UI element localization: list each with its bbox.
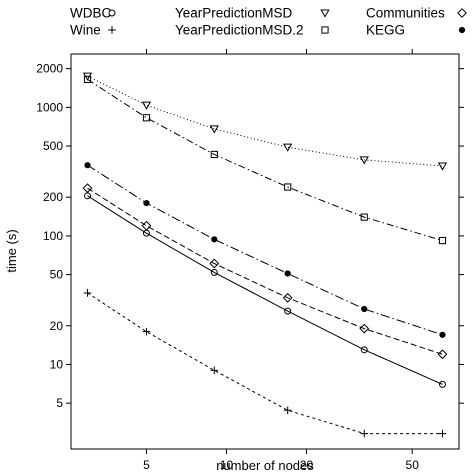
data-point-wine	[83, 289, 92, 297]
plot-frame	[70, 53, 460, 450]
data-point-yearpredictionmsd-2	[83, 75, 92, 83]
legend-marker-yearpredictionmsd-2	[321, 26, 329, 34]
data-point-wine	[210, 366, 219, 375]
x-axis-title: number of nodes	[216, 458, 314, 473]
legend-label: Wine	[70, 23, 101, 38]
legend-label: YearPredictionMSD	[175, 6, 293, 21]
data-point-wine	[360, 429, 369, 438]
data-point-communities	[209, 258, 220, 269]
data-point-wdbc	[360, 346, 368, 354]
y-tick-label: 10	[50, 357, 64, 371]
data-point-communities	[437, 349, 448, 360]
series-line-yearpredictionmsd-2	[87, 78, 443, 242]
data-point-communities	[82, 183, 93, 194]
data-point-yearpredictionmsd-2	[210, 150, 218, 159]
series-wine	[83, 289, 447, 438]
data-point-yearpredictionmsd	[141, 101, 152, 110]
data-point-kegg	[284, 270, 291, 277]
series-line-wdbc	[87, 195, 443, 385]
series-line-wine	[87, 292, 443, 435]
series-yearpredictionmsd-2	[83, 75, 447, 245]
x-tick-label: 20	[300, 458, 314, 472]
x-tick-label: 5	[143, 458, 150, 472]
data-point-kegg	[361, 305, 368, 313]
y-axis-title: time (s)	[4, 229, 19, 272]
data-point-yearpredictionmsd	[437, 162, 448, 171]
data-point-wdbc	[210, 268, 218, 276]
data-point-communities	[141, 220, 152, 231]
legend-item-kegg: KEGG	[366, 23, 466, 38]
data-point-yearpredictionmsd	[359, 156, 369, 165]
data-point-communities	[282, 292, 293, 303]
data-point-yearpredictionmsd-2	[284, 183, 292, 191]
legend-marker-wdbc	[108, 9, 116, 17]
legend: WDBC Wine YearPredictionMSD YearPredictionM…	[70, 6, 467, 38]
series-line-yearpredictionmsd	[87, 75, 443, 167]
x-tick-label: 50	[406, 458, 420, 472]
y-tick-label: 200	[43, 190, 63, 204]
y-tick-label: 20	[50, 319, 64, 333]
legend-item-yearpredictionmsd: YearPredictionMSD	[175, 6, 330, 21]
data-point-kegg	[439, 331, 446, 338]
legend-label: WDBC	[70, 6, 111, 21]
series-kegg	[84, 162, 446, 338]
y-tick-label: 50	[50, 268, 64, 282]
legend-marker-communities	[457, 8, 467, 18]
data-point-wdbc	[284, 307, 292, 315]
legend-item-wdbc: WDBC	[70, 6, 116, 21]
series-line-communities	[87, 187, 443, 355]
legend-label: Communities	[366, 6, 445, 21]
legend-label: KEGG	[366, 23, 405, 38]
series-communities	[82, 183, 448, 360]
y-axis: 5 10 20 50 100 200 500 1000 2000	[36, 62, 464, 410]
y-tick-label: 2000	[36, 62, 63, 76]
data-point-yearpredictionmsd-2	[142, 114, 151, 122]
data-point-kegg	[143, 199, 150, 207]
y-tick-label: 100	[43, 229, 63, 243]
legend-marker-kegg	[458, 26, 466, 34]
x-tick-label: 10	[220, 458, 234, 472]
data-point-wine	[438, 429, 447, 438]
legend-marker-yearpredictionmsd	[320, 9, 330, 18]
series-layer	[82, 72, 448, 438]
data-point-kegg	[211, 236, 218, 243]
series-line-kegg	[87, 164, 443, 336]
legend-item-wine: Wine	[70, 23, 116, 38]
data-point-communities	[359, 323, 370, 334]
x-axis: 5 10 20 50	[143, 49, 419, 472]
data-point-yearpredictionmsd-2	[360, 213, 368, 221]
y-tick-label: 1000	[36, 100, 63, 114]
data-point-kegg	[84, 162, 91, 169]
legend-item-yearpredictionmsd-2: YearPredictionMSD.2	[175, 23, 329, 38]
legend-marker-wine	[108, 26, 116, 34]
data-point-yearpredictionmsd	[283, 143, 293, 152]
data-point-yearpredictionmsd	[209, 125, 219, 134]
y-tick-label: 500	[43, 139, 63, 153]
data-point-wine	[283, 406, 292, 415]
series-yearpredictionmsd	[82, 72, 448, 171]
legend-item-communities: Communities	[366, 6, 467, 21]
series-wdbc	[84, 192, 446, 388]
legend-label: YearPredictionMSD.2	[175, 23, 304, 38]
data-point-wdbc	[438, 380, 446, 388]
data-point-yearpredictionmsd-2	[438, 236, 447, 245]
data-point-wine	[142, 327, 151, 336]
y-tick-label: 5	[56, 396, 63, 410]
